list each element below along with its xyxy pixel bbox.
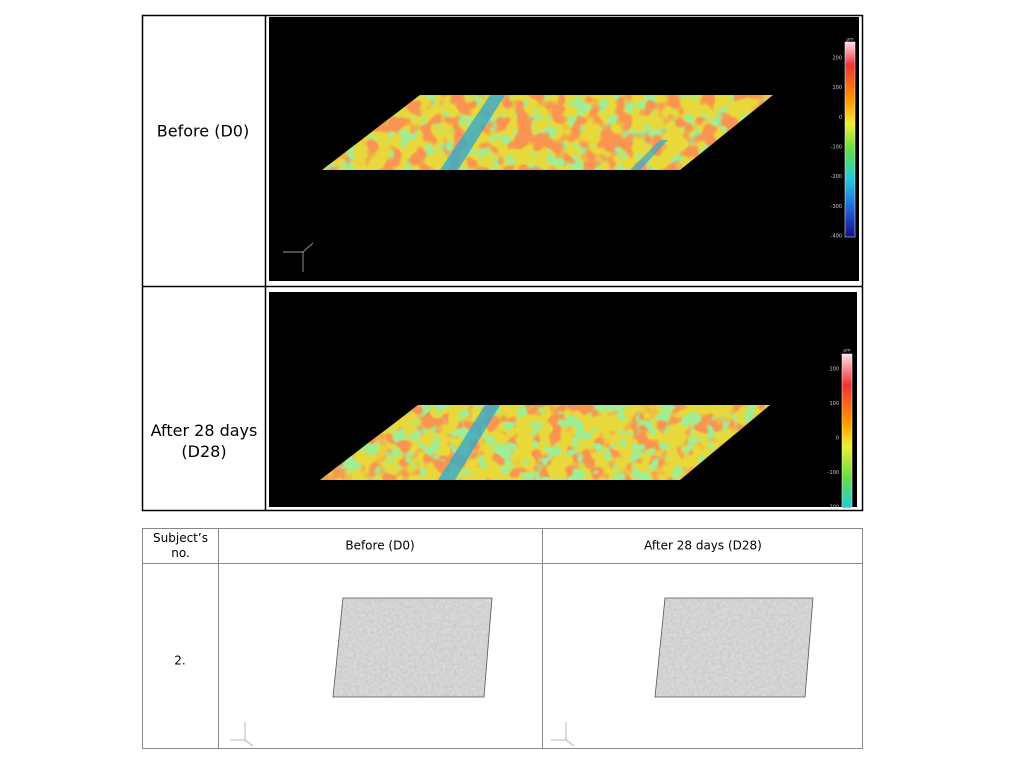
scale-tick-label: -400 — [831, 234, 842, 240]
row-label: After 28 days (D28) — [150, 421, 258, 461]
scale-tick-label: -100 — [831, 145, 842, 151]
scale-unit: µm — [843, 349, 850, 354]
scale-tick-label: 0 — [836, 436, 839, 442]
axis-icon — [230, 722, 575, 747]
scale-tick-label: 100 — [829, 401, 839, 407]
header-text: Before (D0) — [345, 539, 414, 553]
surface-relief — [332, 597, 493, 698]
scale-tick-label: -200 — [831, 174, 842, 180]
scale-tick-label: 0 — [839, 115, 842, 121]
row-label: Before (D0) — [157, 122, 249, 141]
header-cell: Subject’s no. — [153, 531, 208, 560]
row-label-box: After 28 days (D28) — [150, 421, 258, 461]
header-text: After 28 days (D28) — [644, 539, 762, 553]
scale-tick-label: 100 — [832, 85, 842, 91]
figure-table — [141, 14, 864, 512]
scale-tick-label: 200 — [832, 56, 842, 62]
results-table — [142, 528, 863, 749]
color-bar — [844, 41, 856, 238]
axis-icon — [283, 242, 314, 272]
scale-tick-label: -300 — [831, 204, 842, 210]
color-bar — [841, 353, 853, 509]
scale-tick-label: 200 — [829, 367, 839, 373]
surface-map — [320, 405, 770, 480]
scale-tick-label: -100 — [828, 470, 839, 476]
surface-relief — [654, 597, 814, 698]
scale-tick-label: -200 — [828, 505, 839, 511]
scale-unit: µm — [846, 38, 853, 43]
cell-text: 2. — [174, 654, 185, 668]
header-text: Subject’s no. — [153, 531, 208, 560]
